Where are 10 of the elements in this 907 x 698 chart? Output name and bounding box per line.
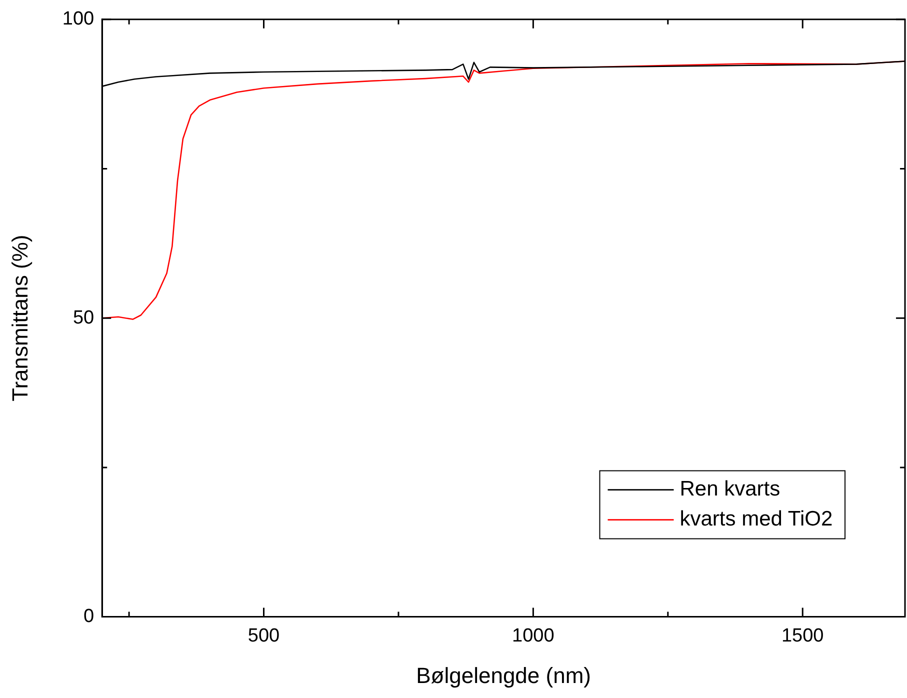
y-tick-label: 0	[84, 606, 94, 628]
y-axis-title: Transmittans (%)	[7, 234, 32, 402]
x-tick-label: 1000	[512, 625, 554, 646]
y-tick-label: 50	[72, 307, 94, 328]
x-tick-label: 1500	[781, 625, 824, 646]
legend-label: kvarts med TiO2	[680, 508, 833, 531]
legend-label: Ren kvarts	[680, 478, 780, 501]
x-tick-label: 500	[248, 625, 280, 646]
x-axis-title: Bølgelengde (nm)	[416, 662, 591, 688]
y-tick-label: 100	[62, 8, 94, 30]
